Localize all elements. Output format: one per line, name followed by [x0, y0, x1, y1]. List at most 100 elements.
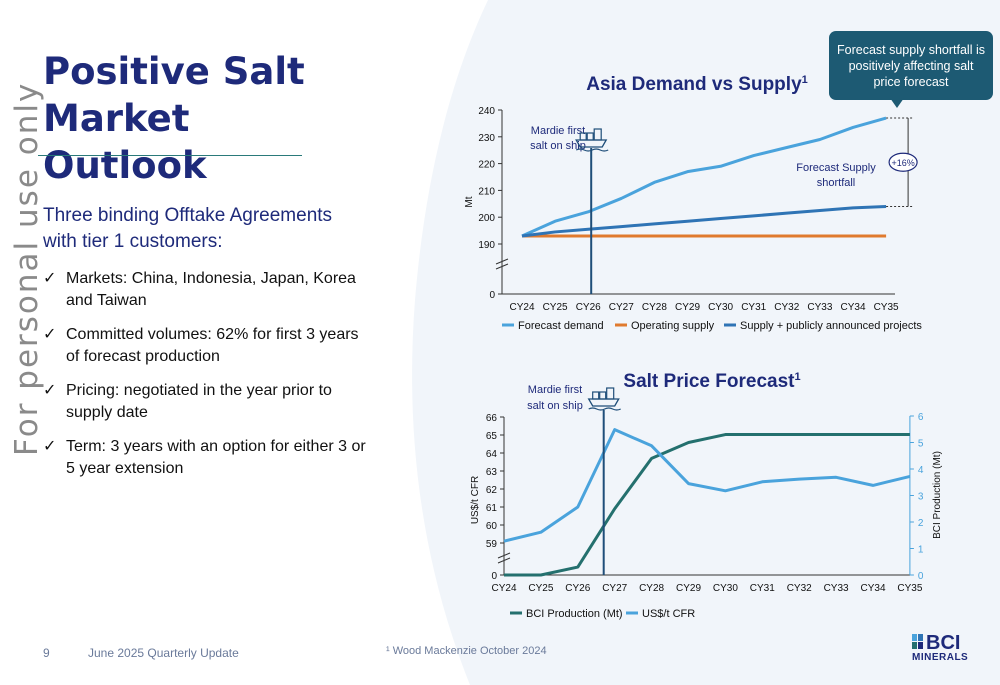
- bullet-text: Pricing: negotiated in the year prior to…: [66, 382, 332, 421]
- x-tick-label: CY34: [860, 583, 885, 594]
- y-tick-label: 61: [486, 503, 498, 514]
- legend-label: US$/t CFR: [642, 608, 695, 620]
- y-tick-label: 62: [486, 485, 498, 496]
- axis-break: [497, 552, 511, 564]
- page-title: Positive Salt Market Outlook: [43, 50, 305, 187]
- shortfall-badge-text: +16%: [891, 158, 914, 168]
- demand-supply-chart: Asia Demand vs Supply1 0 190 200 210 220 230 24…: [464, 74, 922, 332]
- bci-logo: BCI MINERALS: [912, 632, 968, 668]
- x-tick-label: CY30: [708, 302, 733, 313]
- y-tick-label: 0: [491, 571, 497, 582]
- x-tick-label: CY28: [639, 583, 664, 594]
- x-tick-label: CY31: [750, 583, 775, 594]
- x-tick-label: CY26: [565, 583, 590, 594]
- ship-container: [579, 132, 587, 141]
- marker-label: salt on ship: [530, 140, 586, 152]
- x-tick-label: CY31: [741, 302, 766, 313]
- legend-label: Forecast demand: [518, 320, 604, 332]
- title-divider: [38, 155, 302, 156]
- marker-label: Mardie first: [528, 384, 582, 396]
- y-tick-label-right: 6: [918, 412, 924, 423]
- series-line: [521, 116, 887, 238]
- watermark: For personal use only: [9, 81, 45, 456]
- y-axis-label: Mt: [464, 196, 475, 207]
- y-tick-label: 59: [486, 539, 498, 550]
- check-icon: ✓: [43, 382, 57, 399]
- ship-bridge: [593, 128, 602, 141]
- ship-wave: [588, 407, 621, 411]
- x-tick-label: CY26: [576, 302, 601, 313]
- x-tick-label: CY32: [774, 302, 799, 313]
- legend-label: BCI Production (Mt): [526, 608, 623, 620]
- x-tick-label: CY25: [528, 583, 553, 594]
- marker-label: Mardie first: [531, 125, 585, 137]
- x-tick-label: CY27: [602, 583, 627, 594]
- chart-title: Asia Demand vs Supply1: [586, 74, 808, 95]
- axis-break: [495, 258, 509, 270]
- bullet-text: Committed volumes: 62% for first 3 years…: [66, 326, 359, 365]
- check-icon: ✓: [43, 438, 57, 455]
- y-axis-label: US$/t CFR: [470, 476, 481, 524]
- x-tick-label: CY35: [874, 302, 899, 313]
- salt-price-chart: Salt Price Forecast105960616263646566012…: [470, 371, 943, 620]
- ship-wave: [575, 148, 609, 152]
- x-tick-label: CY25: [543, 302, 568, 313]
- y-tick-label: 60: [486, 521, 498, 532]
- bullet-text: Term: 3 years with an option for either …: [66, 438, 366, 477]
- shortfall-label: shortfall: [817, 177, 856, 189]
- footer-text: June 2025 Quarterly Update: [88, 646, 239, 660]
- y-tick-label-right: 0: [918, 571, 924, 582]
- series-line: [504, 433, 910, 577]
- y-tick-label-right: 1: [918, 545, 924, 556]
- ship-container: [599, 391, 607, 400]
- marker-label: salt on ship: [527, 400, 583, 412]
- y-tick-label: 0: [489, 290, 495, 301]
- x-tick-label: CY32: [787, 583, 812, 594]
- page-number: 9: [43, 646, 50, 660]
- x-tick-label: CY24: [509, 302, 534, 313]
- legend-label: Supply + publicly announced projects: [740, 320, 922, 332]
- y-tick-label: 230: [478, 133, 495, 144]
- y-tick-label: 240: [478, 106, 495, 117]
- offtake-heading: Three binding Offtake Agreements with ti…: [43, 205, 333, 252]
- bullet-item: ✓ Term: 3 years with an option for either…: [43, 436, 373, 480]
- shortfall-label: Forecast Supply: [796, 162, 876, 174]
- shortfall-callout: Forecast supply shortfall is positively …: [829, 31, 993, 100]
- ship-container: [586, 132, 594, 141]
- chart-title: Salt Price Forecast1: [623, 371, 800, 392]
- x-tick-label: CY29: [675, 302, 700, 313]
- x-tick-label: CY35: [897, 583, 922, 594]
- x-tick-label: CY29: [676, 583, 701, 594]
- callout-pointer: [890, 98, 904, 108]
- y-tick-label: 63: [486, 467, 498, 478]
- y-tick-label: 65: [486, 431, 498, 442]
- ship-bridge: [606, 387, 615, 400]
- y-tick-label-right: 3: [918, 492, 924, 503]
- bullet-list: ✓ Markets: China, Indonesia, Japan, Korea…: [43, 268, 373, 492]
- footnote: ¹ Wood Mackenzie October 2024: [386, 645, 547, 657]
- bullet-item: ✓ Markets: China, Indonesia, Japan, Korea…: [43, 268, 373, 312]
- x-tick-label: CY34: [840, 302, 865, 313]
- ship-container: [592, 391, 600, 400]
- check-icon: ✓: [43, 270, 57, 287]
- series-line: [503, 428, 911, 543]
- bullet-item: ✓ Committed volumes: 62% for first 3 year…: [43, 324, 373, 368]
- y-tick-label: 200: [478, 213, 495, 224]
- y-tick-label-right: 5: [918, 439, 924, 450]
- ship-icon: [587, 387, 621, 411]
- y-tick-label: 210: [478, 186, 495, 197]
- x-tick-label: CY24: [491, 583, 516, 594]
- x-tick-label: CY33: [824, 583, 849, 594]
- y-tick-label: 64: [486, 449, 498, 460]
- y-tick-label: 190: [478, 240, 495, 251]
- bullet-text: Markets: China, Indonesia, Japan, Korea …: [66, 270, 356, 309]
- x-tick-label: CY33: [807, 302, 832, 313]
- logo-subtext: MINERALS: [912, 652, 969, 663]
- x-tick-label: CY27: [609, 302, 634, 313]
- y-axis-label-right: BCI Production (Mt): [932, 451, 943, 539]
- y-tick-label: 66: [486, 413, 498, 424]
- ship-icon: [575, 128, 609, 152]
- legend-label: Operating supply: [631, 320, 715, 332]
- bullet-item: ✓ Pricing: negotiated in the year prior t…: [43, 380, 373, 424]
